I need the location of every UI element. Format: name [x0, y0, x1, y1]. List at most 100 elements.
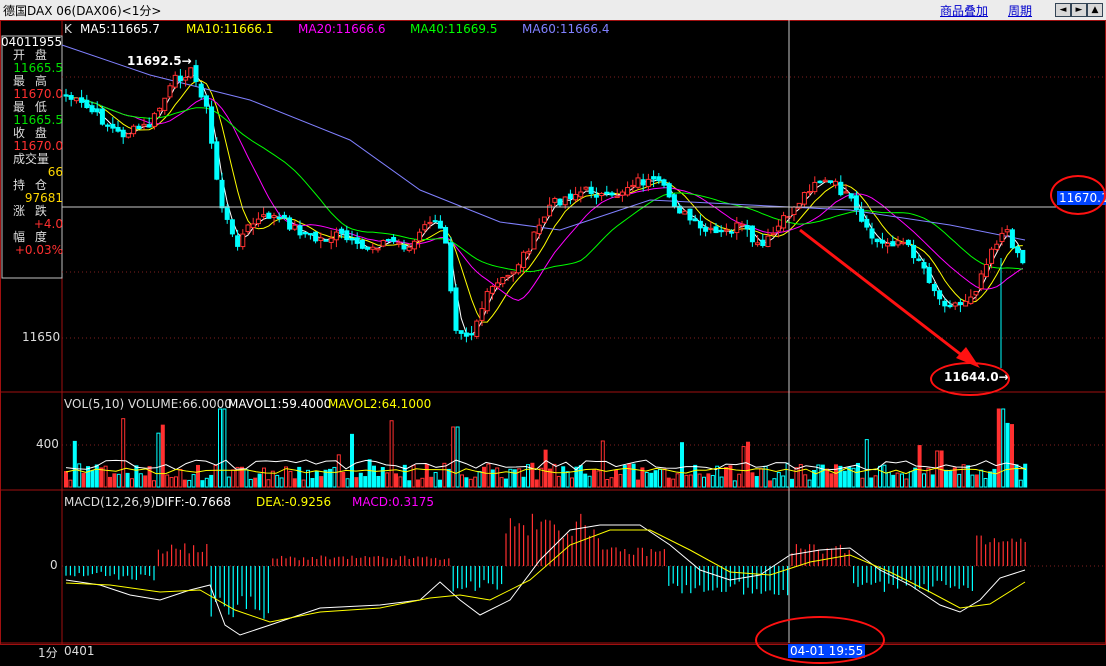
- candle-body: [68, 95, 74, 100]
- volume-bar: [820, 464, 825, 488]
- volume-bar: [420, 477, 425, 488]
- candle-body: [318, 237, 324, 242]
- session-high-note: 11692.5→: [127, 54, 192, 68]
- candle-body: [344, 230, 350, 241]
- volume-bar: [944, 469, 948, 488]
- candle-body: [157, 107, 163, 112]
- chart-border: [0, 20, 1106, 645]
- volume-bar: [878, 465, 882, 488]
- back-icon[interactable]: ◄: [1055, 3, 1071, 17]
- volume-bar: [807, 479, 812, 488]
- ma40-legend: MA40:11669.5: [410, 22, 498, 36]
- candle-body: [947, 304, 953, 308]
- volume-bar: [636, 479, 640, 488]
- volume-bar: [926, 467, 931, 488]
- volume-bar: [196, 464, 200, 488]
- volume-bar: [314, 470, 319, 488]
- candle-body: [437, 220, 443, 229]
- candle-body: [983, 263, 989, 278]
- volume-bar: [429, 476, 434, 488]
- candle-body: [406, 246, 412, 251]
- high-label: 最 高: [13, 74, 50, 88]
- candle-body: [287, 217, 293, 230]
- candle-body: [323, 239, 329, 242]
- period-link[interactable]: 周期: [1008, 4, 1033, 18]
- candle-body: [599, 192, 605, 197]
- mavol1-legend: MAVOL1:59.4000: [228, 397, 332, 411]
- volume-bar: [847, 466, 852, 488]
- volume-bar: [376, 475, 381, 488]
- volume-bar: [790, 478, 794, 488]
- volume-bar: [112, 473, 117, 488]
- volume-bar: [886, 472, 891, 488]
- volume-bar: [165, 474, 170, 488]
- candle-body: [214, 141, 220, 180]
- annotation-circle-price: [1050, 175, 1106, 215]
- volume-bar: [530, 462, 535, 488]
- candle-body: [807, 191, 813, 194]
- candle-body: [349, 237, 355, 241]
- candle-body: [188, 67, 194, 78]
- quote-date: 04011955: [1, 35, 63, 49]
- candle-body: [744, 224, 750, 230]
- overlay-instrument-link[interactable]: 商品叠加: [940, 4, 989, 18]
- candle-body: [177, 75, 183, 82]
- candle-body: [640, 179, 646, 186]
- candle-body: [729, 231, 735, 234]
- window-title: 德国DAX 06(DAX06)<1分>: [3, 4, 162, 18]
- volume-bar: [319, 476, 324, 488]
- chart-canvas[interactable]: [0, 20, 1106, 666]
- volume-bar: [952, 467, 957, 488]
- volume-bar: [772, 478, 777, 488]
- candle-body: [661, 179, 667, 186]
- volume-bar: [226, 476, 231, 488]
- volume-bar: [1023, 463, 1028, 488]
- volume-value: 66: [47, 165, 63, 179]
- candle-body: [151, 113, 157, 127]
- quote-box-border: [1, 35, 63, 279]
- candle-body: [864, 218, 870, 228]
- candle-body: [255, 218, 261, 225]
- volume-bar: [631, 463, 636, 488]
- candle-body: [1009, 229, 1015, 249]
- volume-bar: [407, 480, 412, 488]
- maximize-icon[interactable]: ▲: [1087, 3, 1103, 17]
- volume-bar: [658, 468, 662, 488]
- candle-body: [396, 242, 402, 245]
- volume-bar: [776, 472, 781, 488]
- candle-body: [765, 235, 771, 248]
- candle-body: [978, 273, 984, 290]
- candle-body: [1004, 229, 1010, 233]
- candle-body: [162, 97, 168, 111]
- volume-bar: [979, 469, 984, 488]
- volume-bar: [851, 467, 856, 488]
- period-label: 1分: [38, 646, 58, 660]
- volume-bar: [922, 473, 926, 488]
- volume-bar: [411, 464, 416, 488]
- candle-body: [963, 300, 969, 307]
- candle-body: [365, 246, 371, 250]
- annotation-circle-low: [930, 362, 1010, 396]
- volume-bar: [834, 464, 838, 488]
- volume-bar: [583, 473, 588, 488]
- candle-body: [136, 125, 142, 130]
- candle-body: [557, 198, 563, 206]
- candle-body: [718, 229, 724, 233]
- candle-body: [630, 184, 636, 188]
- candle-body: [926, 267, 932, 283]
- candle-body: [115, 126, 121, 132]
- candle-body: [796, 202, 802, 209]
- candle-body: [708, 227, 714, 231]
- volume-bar: [517, 468, 522, 488]
- candle-body: [885, 242, 891, 247]
- volume-bar: [244, 469, 249, 488]
- candle-body: [432, 220, 438, 223]
- candle-body: [339, 228, 345, 234]
- volume-bar: [768, 480, 772, 488]
- volume-bar: [1010, 424, 1014, 488]
- forward-icon[interactable]: ►: [1071, 3, 1087, 17]
- candle-body: [422, 224, 428, 231]
- volume-bar: [561, 466, 566, 488]
- candle-body: [261, 214, 267, 218]
- candle-body: [229, 219, 235, 235]
